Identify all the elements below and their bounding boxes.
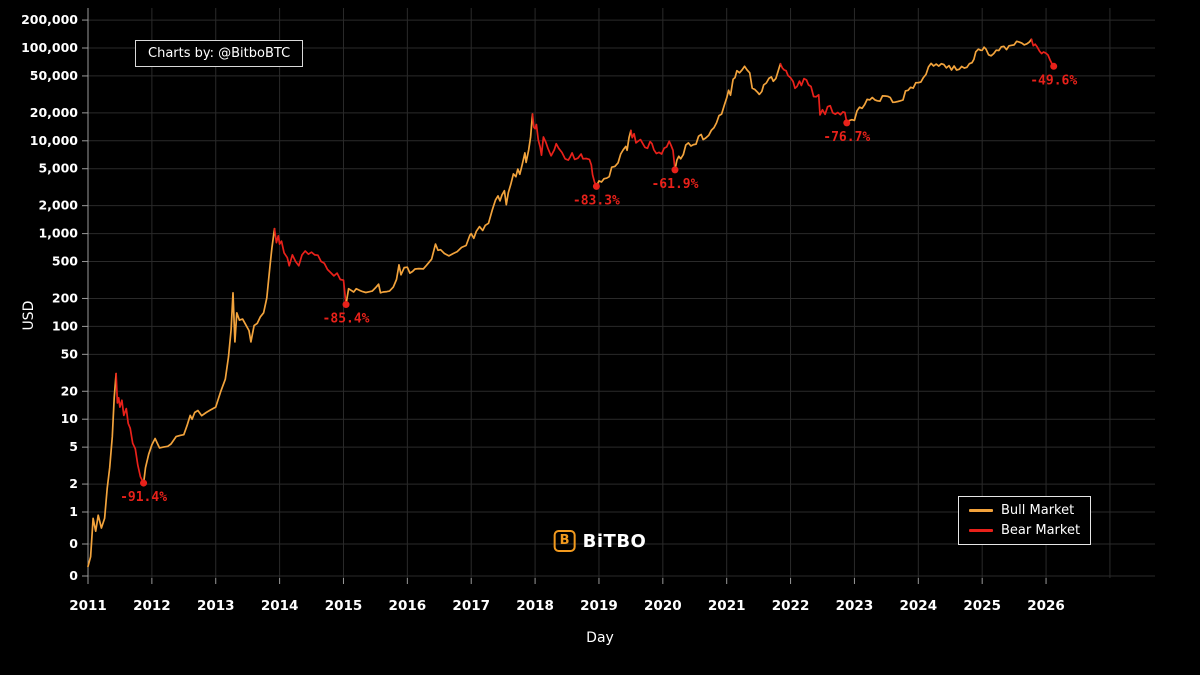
x-axis-title: Day: [586, 630, 614, 646]
series-line-bull: [142, 227, 276, 484]
x-tick-label: 2025: [963, 598, 1001, 614]
y-tick-label: 20,000: [30, 105, 79, 120]
x-tick-label: 2024: [900, 598, 938, 614]
drawdown-marker-dot: [1050, 62, 1058, 70]
charts-by-label: Charts by: @BitboBTC: [148, 46, 291, 61]
bitcoin-badge-icon: B: [553, 530, 576, 552]
y-tick-label: 10: [61, 411, 79, 426]
y-tick-label: 10,000: [30, 133, 79, 148]
series-line-bull: [674, 62, 782, 171]
y-axis-title: USD: [20, 300, 37, 331]
series-line-bull: [87, 372, 117, 568]
series-line-bear: [1030, 38, 1055, 68]
y-tick-label: 500: [52, 254, 78, 269]
drawdown-annotation-label: -83.3%: [573, 193, 620, 208]
x-tick-label: 2018: [516, 598, 554, 614]
y-tick-label: 100: [52, 318, 78, 333]
legend-item-bear-market[interactable]: Bear Market: [969, 523, 1080, 538]
drawdown-marker-dot: [843, 119, 851, 127]
drawdown-marker-dot: [671, 166, 679, 174]
y-tick-label: 2: [69, 476, 78, 491]
x-tick-label: 2019: [580, 598, 618, 614]
bitbo-logo: B BiTBO: [553, 530, 647, 552]
x-tick-label: 2013: [197, 598, 235, 614]
y-tick-label: 50: [61, 346, 79, 361]
y-tick-label: 2,000: [38, 198, 78, 213]
series-line-bear: [779, 62, 848, 124]
y-tick-label: 200,000: [21, 12, 78, 27]
charts-by-watermark: Charts by: @BitboBTC: [135, 40, 304, 67]
drawdown-annotation-label: -49.6%: [1030, 73, 1077, 88]
x-tick-label: 2026: [1027, 598, 1065, 614]
y-tick-label: 5,000: [38, 161, 78, 176]
x-tick-label: 2022: [772, 598, 810, 614]
drawdown-marker-dot: [140, 479, 148, 487]
drawdown-annotation-label: -91.4%: [120, 490, 167, 505]
drawdown-annotation-label: -76.7%: [823, 130, 870, 145]
drawdown-marker-dot: [592, 182, 600, 190]
y-tick-label: 5: [69, 439, 78, 454]
bear-market-label: Bear Market: [1001, 523, 1081, 538]
series-line-bear: [531, 113, 598, 188]
bitbo-logo-text: BiTBO: [582, 530, 647, 552]
y-tick-label: 20: [61, 383, 79, 398]
drawdown-annotation-label: -85.4%: [323, 312, 370, 327]
series-line-bear: [115, 372, 145, 484]
drawdown-marker-dot: [342, 301, 350, 309]
x-tick-label: 2012: [133, 598, 171, 614]
x-tick-label: 2016: [389, 598, 427, 614]
y-tick-label: 100,000: [21, 40, 78, 55]
y-tick-label: 1: [69, 504, 78, 519]
x-tick-label: 2014: [261, 598, 299, 614]
bear-market-line-swatch: [969, 529, 993, 532]
x-tick-label: 2023: [836, 598, 874, 614]
series-line-bull: [595, 129, 632, 188]
legend: Bull Market Bear Market: [958, 496, 1092, 545]
x-tick-label: 2021: [708, 598, 746, 614]
bull-market-line-swatch: [969, 509, 993, 512]
y-tick-label: 50,000: [30, 68, 79, 83]
series-line-bull: [345, 113, 534, 306]
series-line-bear: [273, 227, 347, 306]
y-tick-label: 1,000: [38, 226, 78, 241]
x-tick-label: 2020: [644, 598, 682, 614]
bull-market-label: Bull Market: [1001, 503, 1075, 518]
legend-item-bull-market[interactable]: Bull Market: [969, 503, 1080, 518]
y-tick-label: 0: [69, 536, 78, 551]
x-tick-label: 2015: [325, 598, 363, 614]
series-line-bear: [630, 129, 676, 171]
y-tick-label: 0: [69, 568, 78, 583]
y-tick-label: 200: [52, 290, 78, 305]
drawdown-annotation-label: -61.9%: [651, 177, 698, 192]
series-line-bull: [845, 38, 1033, 124]
x-tick-label: 2017: [452, 598, 490, 614]
x-tick-label: 2011: [69, 598, 107, 614]
